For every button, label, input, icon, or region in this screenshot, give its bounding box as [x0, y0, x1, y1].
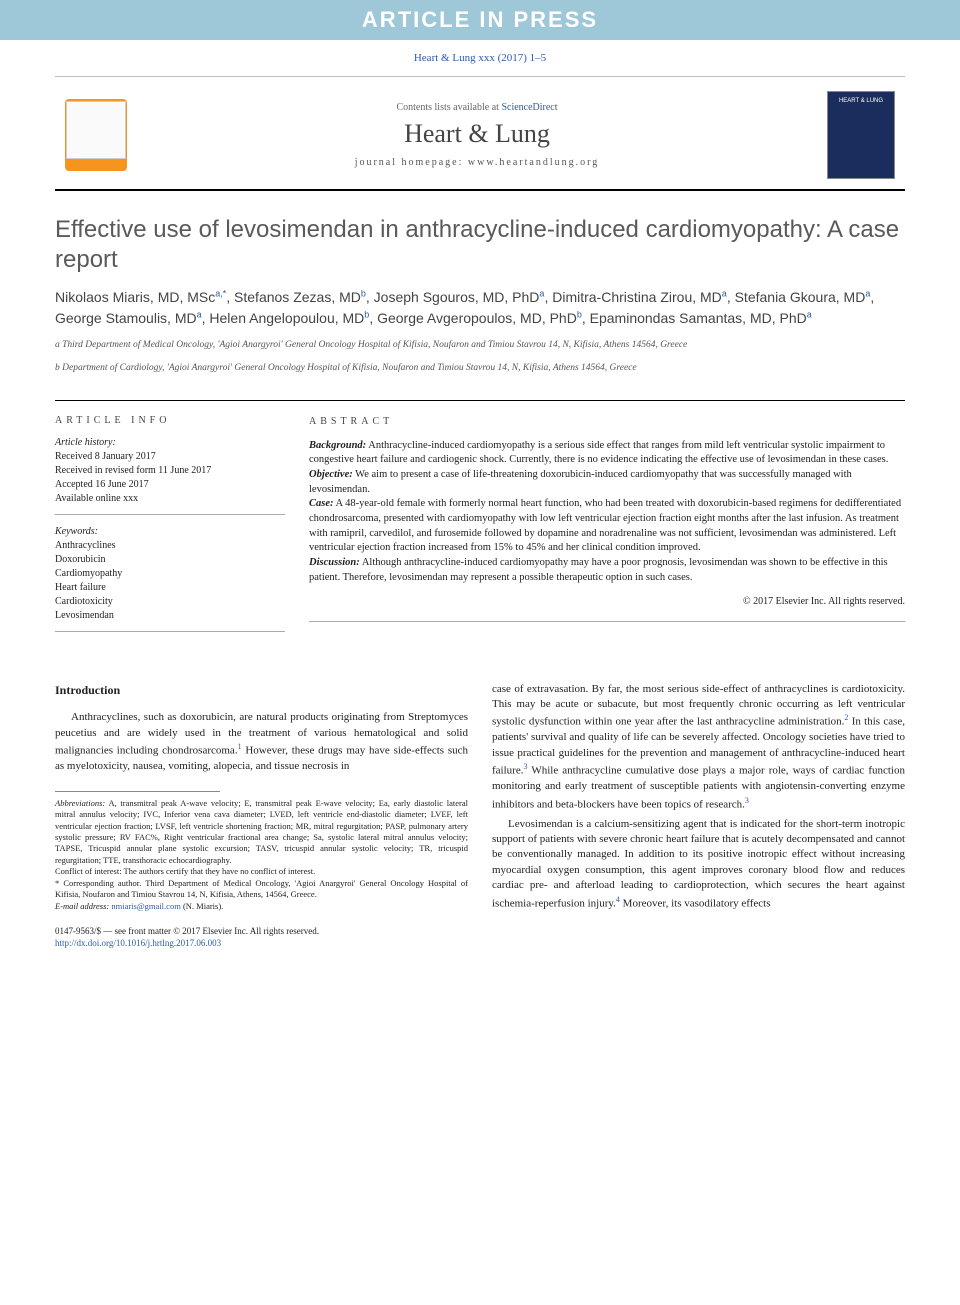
corresponding-author: * Corresponding author. Third Department…: [55, 878, 468, 901]
abbreviations-note: Abbreviations: A, transmitral peak A-wav…: [55, 798, 468, 867]
article-title: Effective use of levosimendan in anthrac…: [55, 215, 905, 275]
conflict-of-interest: Conflict of interest: The authors certif…: [55, 866, 468, 877]
history-line: Accepted 16 June 2017: [55, 478, 285, 492]
homepage-line: journal homepage: www.heartandlung.org: [141, 157, 813, 168]
homepage-url[interactable]: www.heartandlung.org: [468, 157, 599, 168]
abstract-discussion: Discussion: Although anthracycline-induc…: [309, 556, 905, 585]
keyword: Cardiomyopathy: [55, 567, 285, 581]
doi-link[interactable]: http://dx.doi.org/10.1016/j.hrtlng.2017.…: [55, 938, 468, 950]
article-in-press-banner: ARTICLE IN PRESS: [0, 0, 960, 40]
keyword: Heart failure: [55, 581, 285, 595]
sciencedirect-link[interactable]: ScienceDirect: [501, 102, 557, 113]
homepage-prefix: journal homepage:: [355, 157, 468, 168]
copyright-line: 0147-9563/$ — see front matter © 2017 El…: [55, 926, 468, 938]
affiliation-a: a Third Department of Medical Oncology, …: [55, 339, 905, 352]
journal-header: ELSEVIER Contents lists available at Sci…: [55, 76, 905, 191]
abstract-objective: Objective: We aim to present a case of l…: [309, 468, 905, 497]
abstract-copyright: © 2017 Elsevier Inc. All rights reserved…: [309, 595, 905, 609]
abstract-background: Background: Anthracycline-induced cardio…: [309, 439, 905, 468]
abstract-column: ABSTRACT Background: Anthracycline-induc…: [309, 401, 905, 642]
history-label: Article history:: [55, 436, 285, 450]
article-info-column: ARTICLE INFO Article history: Received 8…: [55, 401, 285, 642]
keywords-block: Keywords: Anthracyclines Doxorubicin Car…: [55, 525, 285, 632]
citation-line: Heart & Lung xxx (2017) 1–5: [0, 40, 960, 76]
publisher-name: ELSEVIER: [74, 161, 118, 171]
contents-list-line: Contents lists available at ScienceDirec…: [141, 102, 813, 113]
keywords-label: Keywords:: [55, 525, 285, 539]
email-line: E-mail address: nmiaris@gmail.com (N. Mi…: [55, 901, 468, 912]
abstract-rule: [309, 621, 905, 622]
intro-para-cont: case of extravasation. By far, the most …: [492, 682, 905, 813]
abstract-heading: ABSTRACT: [309, 415, 905, 429]
journal-name: Heart & Lung: [141, 119, 813, 149]
elsevier-logo: ELSEVIER: [65, 99, 127, 171]
keyword: Cardiotoxicity: [55, 595, 285, 609]
abstract-case: Case: A 48-year-old female with formerly…: [309, 497, 905, 556]
header-center: Contents lists available at ScienceDirec…: [141, 102, 813, 168]
history-line: Received in revised form 11 June 2017: [55, 464, 285, 478]
doi-block: 0147-9563/$ — see front matter © 2017 El…: [55, 926, 468, 949]
author-list: Nikolaos Miaris, MD, MSca,*, Stefanos Ze…: [55, 287, 905, 329]
history-line: Available online xxx: [55, 492, 285, 506]
footnotes: Abbreviations: A, transmitral peak A-wav…: [55, 798, 468, 913]
article-main: Effective use of levosimendan in anthrac…: [55, 215, 905, 950]
article-history-block: Article history: Received 8 January 2017…: [55, 436, 285, 515]
author-email[interactable]: nmiaris@gmail.com: [111, 901, 180, 911]
elsevier-tree-icon: [66, 101, 126, 159]
journal-cover-thumb: HEART & LUNG: [827, 91, 895, 179]
intro-para: Anthracyclines, such as doxorubicin, are…: [55, 710, 468, 774]
keyword: Anthracyclines: [55, 539, 285, 553]
history-line: Received 8 January 2017: [55, 450, 285, 464]
body-col-right: case of extravasation. By far, the most …: [492, 682, 905, 950]
info-abstract-row: ARTICLE INFO Article history: Received 8…: [55, 400, 905, 642]
affiliation-b: b Department of Cardiology, 'Agioi Anarg…: [55, 362, 905, 375]
body-columns: Introduction Anthracyclines, such as dox…: [55, 682, 905, 950]
article-info-heading: ARTICLE INFO: [55, 415, 285, 426]
keyword: Doxorubicin: [55, 553, 285, 567]
body-col-left: Introduction Anthracyclines, such as dox…: [55, 682, 468, 950]
contents-prefix: Contents lists available at: [396, 102, 501, 113]
keyword: Levosimendan: [55, 609, 285, 623]
footnote-rule: [55, 791, 220, 792]
levosimendan-para: Levosimendan is a calcium-sensitizing ag…: [492, 817, 905, 912]
introduction-heading: Introduction: [55, 682, 468, 699]
